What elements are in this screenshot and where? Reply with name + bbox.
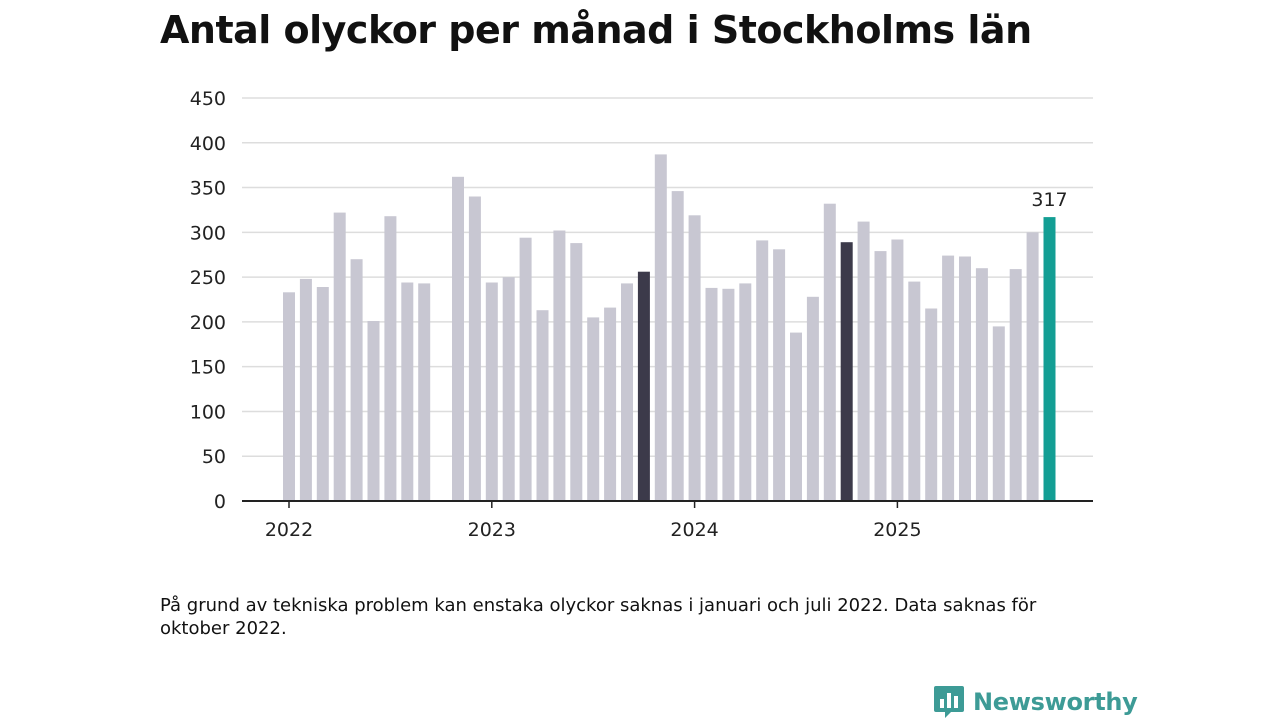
bars <box>283 154 1056 502</box>
y-tick-label-400: 400 <box>190 133 226 155</box>
bar-2023-06 <box>570 243 583 501</box>
y-tick-label-350: 350 <box>190 178 226 200</box>
bar-2023-05 <box>553 230 566 501</box>
bar-2022-08 <box>401 282 414 501</box>
bar-2022-06 <box>367 321 380 501</box>
y-tick-label-300: 300 <box>190 222 226 244</box>
newsworthy-logo-icon <box>934 686 964 718</box>
bar-2025-05 <box>959 256 971 501</box>
y-tick-label-150: 150 <box>190 357 226 379</box>
bar-2025-06 <box>975 268 988 501</box>
y-tick-label-250: 250 <box>190 267 226 289</box>
bar-2025-03 <box>925 308 938 501</box>
x-tick-label-2024: 2024 <box>670 519 718 541</box>
bar-2022-02 <box>299 278 312 501</box>
bar-2022-05 <box>350 259 363 501</box>
bar-2024-03 <box>722 288 735 501</box>
bar-2022-03 <box>316 287 329 501</box>
bar-2024-09 <box>823 203 836 501</box>
bar-2024-04 <box>739 283 752 501</box>
x-tick-label-2023: 2023 <box>468 519 516 541</box>
bar-2025-07 <box>992 326 1005 501</box>
bar-2023-07 <box>587 317 600 501</box>
bar-2024-12 <box>874 251 887 501</box>
bar-2024-02 <box>705 287 718 501</box>
bar-2023-08 <box>604 307 617 501</box>
brand-name: Newsworthy <box>973 688 1138 716</box>
bar-2023-09 <box>621 283 633 501</box>
y-tick-label-450: 450 <box>190 88 226 110</box>
bar-2023-12 <box>671 191 684 501</box>
bar-2023-10 <box>637 271 650 501</box>
bar-2022-11 <box>452 176 464 502</box>
data-label-2025-10: 317 <box>1031 189 1067 211</box>
footnote: På grund av tekniska problem kan enstaka… <box>160 595 1037 639</box>
bar-2022-12 <box>468 196 481 501</box>
bar-2023-03 <box>519 237 532 501</box>
bar-2023-04 <box>536 310 549 501</box>
y-tick-label-200: 200 <box>190 312 226 334</box>
chart-title: Antal olyckor per månad i Stockholms län <box>160 8 1032 52</box>
x-tick-label-2022: 2022 <box>265 519 313 541</box>
bar-2025-09 <box>1026 232 1039 502</box>
bar-2023-11 <box>654 154 667 501</box>
bar-2025-02 <box>908 281 921 501</box>
bar-2022-01 <box>283 292 295 501</box>
bar-2024-08 <box>806 296 819 501</box>
bar-2023-01 <box>485 282 498 501</box>
bar-chart: 0 50 100 150 200 250 300 350 400 450 2022 2023 2024… <box>190 88 1093 541</box>
bar-2025-08 <box>1009 269 1022 501</box>
y-axis-ticks: 0 50 100 150 200 250 300 350 400 450 <box>190 88 226 513</box>
x-axis-ticks: 2022 2023 2024 2025 <box>265 501 922 541</box>
y-tick-label-0: 0 <box>214 491 226 513</box>
bar-2025-10 <box>1043 217 1056 501</box>
bar-2024-05 <box>756 240 769 501</box>
bar-2025-01 <box>891 239 904 501</box>
bar-2023-02 <box>502 277 515 501</box>
bar-2025-04 <box>942 255 955 501</box>
bar-2024-07 <box>790 332 802 501</box>
bar-2024-10 <box>840 242 853 501</box>
brand-logo[interactable]: Newsworthy <box>933 684 1138 720</box>
bar-2024-01 <box>688 215 701 502</box>
y-tick-label-50: 50 <box>202 446 226 468</box>
gridlines <box>242 97 1093 457</box>
bar-2024-11 <box>857 221 870 501</box>
bar-2022-09 <box>418 283 431 501</box>
x-tick-label-2025: 2025 <box>873 519 921 541</box>
data-labels: 317 <box>1031 189 1067 211</box>
bar-2024-06 <box>773 249 786 501</box>
y-tick-label-100: 100 <box>190 401 226 423</box>
bar-2022-07 <box>384 216 397 501</box>
bar-2022-04 <box>333 212 346 501</box>
